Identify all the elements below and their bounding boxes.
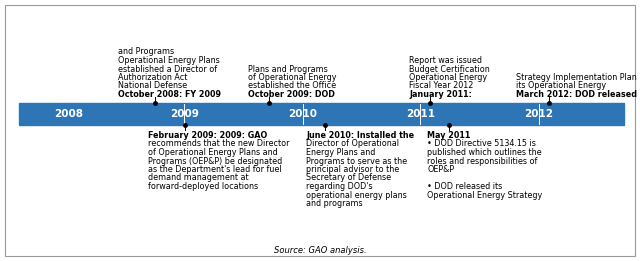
Text: Operational Energy: Operational Energy (409, 73, 487, 82)
Text: Fiscal Year 2012: Fiscal Year 2012 (409, 81, 474, 91)
Text: published which outlines the: published which outlines the (427, 148, 541, 157)
Text: • DOD Directive 5134.15 is: • DOD Directive 5134.15 is (427, 139, 536, 149)
Text: Budget Certification: Budget Certification (409, 64, 490, 74)
Text: Programs to serve as the: Programs to serve as the (306, 157, 407, 165)
Text: recommends that the new Director: recommends that the new Director (148, 139, 289, 149)
Text: February 2009: 2009: GAO: February 2009: 2009: GAO (148, 131, 268, 140)
Text: October 2008: FY 2009: October 2008: FY 2009 (118, 90, 221, 99)
Text: Operational Energy Plans: Operational Energy Plans (118, 56, 220, 65)
Text: 2008: 2008 (54, 109, 84, 119)
Text: established the Office: established the Office (248, 81, 336, 91)
Text: and programs: and programs (306, 199, 363, 208)
Text: 2012: 2012 (524, 109, 554, 119)
Text: Secretary of Defense: Secretary of Defense (306, 174, 391, 182)
Text: as the Department's lead for fuel: as the Department's lead for fuel (148, 165, 282, 174)
Text: 2011: 2011 (406, 109, 435, 119)
Text: March 2012: DOD released: March 2012: DOD released (516, 90, 637, 99)
Text: forward-deployed locations: forward-deployed locations (148, 182, 258, 191)
Text: Energy Plans and: Energy Plans and (306, 148, 376, 157)
Text: January 2011:: January 2011: (409, 90, 472, 99)
Text: May 2011: May 2011 (427, 131, 470, 140)
Text: established a Director of: established a Director of (118, 64, 217, 74)
Text: October 2009: DOD: October 2009: DOD (248, 90, 335, 99)
Text: operational energy plans: operational energy plans (306, 191, 407, 199)
Text: • DOD released its: • DOD released its (427, 182, 502, 191)
Text: Plans and Programs: Plans and Programs (248, 64, 328, 74)
Text: Operational Energy Strategy: Operational Energy Strategy (427, 191, 542, 199)
Text: National Defense: National Defense (118, 81, 187, 91)
Text: Director of Operational: Director of Operational (306, 139, 399, 149)
Text: principal advisor to the: principal advisor to the (306, 165, 399, 174)
Text: Report was issued: Report was issued (409, 56, 482, 65)
Text: Source: GAO analysis.: Source: GAO analysis. (274, 246, 366, 255)
Text: demand management at: demand management at (148, 174, 248, 182)
Text: of Operational Energy: of Operational Energy (248, 73, 337, 82)
Text: regarding DOD's: regarding DOD's (306, 182, 372, 191)
Text: its Operational Energy: its Operational Energy (516, 81, 606, 91)
Text: 2009: 2009 (170, 109, 199, 119)
Text: June 2010: Installed the: June 2010: Installed the (306, 131, 414, 140)
Text: of Operational Energy Plans and: of Operational Energy Plans and (148, 148, 278, 157)
Text: Programs (OEP&P) be designated: Programs (OEP&P) be designated (148, 157, 282, 165)
Bar (19, 103, 624, 125)
Text: OEP&P: OEP&P (427, 165, 454, 174)
Text: 2010: 2010 (288, 109, 317, 119)
Text: Authorization Act: Authorization Act (118, 73, 188, 82)
Text: and Programs: and Programs (118, 48, 174, 56)
Text: roles and responsibilities of: roles and responsibilities of (427, 157, 538, 165)
Text: Strategy Implementation Plan: Strategy Implementation Plan (516, 73, 637, 82)
